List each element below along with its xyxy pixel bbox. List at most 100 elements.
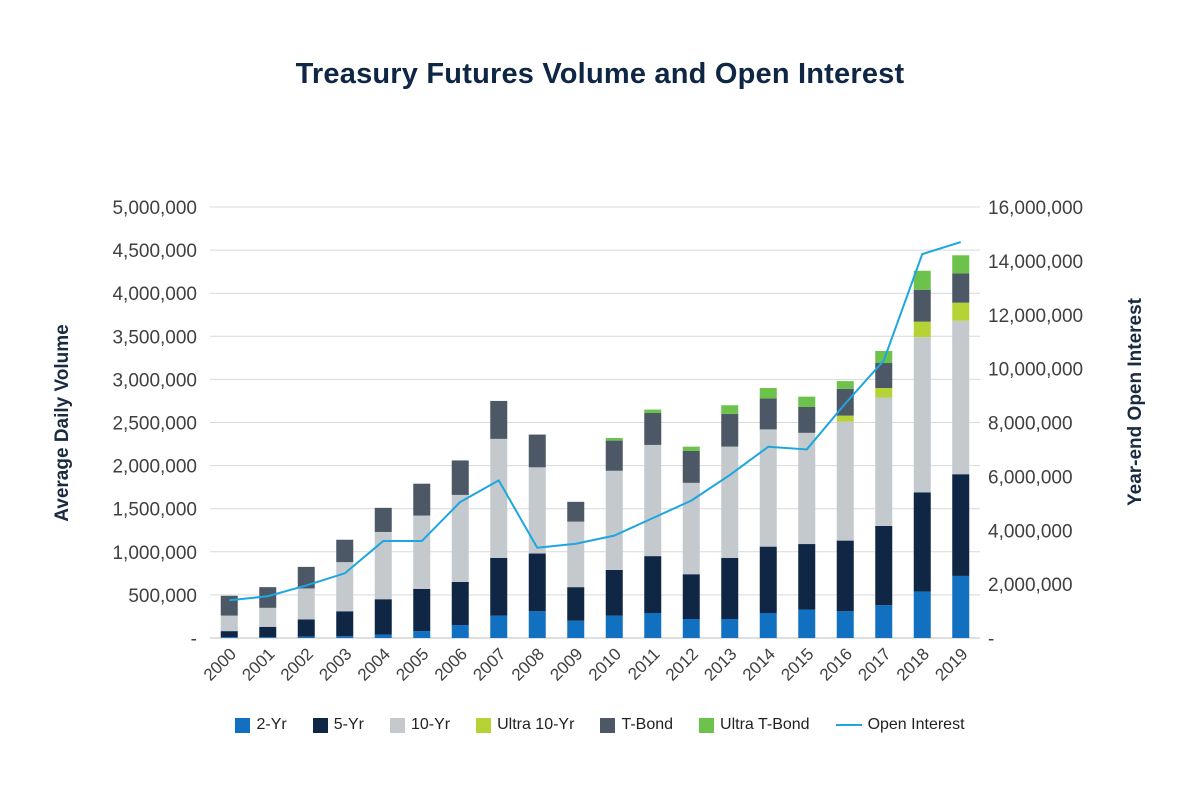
bar-segment-t-bond (567, 501, 585, 522)
bar-segment-2-yr (644, 613, 662, 638)
bar-segment-10-yr (528, 467, 546, 554)
bar-segment-10-yr (759, 429, 777, 547)
y-left-tick-label: 3,000,000 (112, 370, 197, 391)
x-tick-label: 2016 (816, 644, 856, 684)
legend-swatch (235, 717, 251, 733)
bar-segment-10-yr (297, 588, 315, 620)
x-tick-label: 2004 (354, 644, 394, 684)
bar-segment-5-yr (605, 569, 623, 616)
bar-segment-t-bond (336, 539, 354, 563)
bar-segment-ultra-10-yr (875, 388, 893, 398)
legend-label: 2-Yr (256, 716, 287, 733)
y-left-tick-label: 2,500,000 (112, 414, 197, 435)
bar-segment-2-yr (759, 613, 777, 638)
y-axis-right-title: Year-end Open Interest (1125, 297, 1146, 506)
legend-swatch (699, 717, 715, 733)
bar-segment-ultra-t-bond (913, 270, 931, 290)
bar-segment-ultra-t-bond (952, 255, 970, 274)
legend-item: Ultra T-Bond (699, 716, 810, 734)
x-tick-label: 2002 (277, 644, 317, 684)
bar-segment-5-yr (528, 553, 546, 612)
y-right-tick-label: - (988, 629, 994, 650)
bar-stacks (220, 255, 970, 638)
x-tick-label: 2005 (392, 644, 432, 684)
y-right-tick-label: 12,000,000 (988, 306, 1083, 327)
bar-segment-10-yr (913, 337, 931, 493)
bar-segment-5-yr (952, 474, 970, 576)
bar-segment-t-bond (413, 483, 431, 516)
bar-segment-2-yr (798, 609, 816, 638)
y-right-tick-label: 16,000,000 (988, 198, 1083, 219)
bar-segment-t-bond (952, 273, 970, 303)
bar-segment-5-yr (836, 540, 854, 612)
bar-segment-2-yr (875, 605, 893, 638)
bar-segment-10-yr (451, 494, 469, 582)
x-tick-label: 2010 (585, 644, 625, 684)
y-left-tick-label: 1,500,000 (112, 500, 197, 521)
bar-segment-ultra-t-bond (798, 396, 816, 407)
bar-segment-ultra-t-bond (644, 409, 662, 414)
x-tick-label: 2014 (739, 644, 779, 684)
bar-segment-t-bond (721, 413, 739, 447)
y-left-tick-label: 500,000 (128, 586, 197, 607)
bar-segment-ultra-t-bond (721, 405, 739, 414)
bar-segment-t-bond (875, 363, 893, 389)
y-right-tick-label: 10,000,000 (988, 360, 1083, 381)
y-left-tick-label: 5,000,000 (112, 198, 197, 219)
bar-segment-ultra-10-yr (913, 321, 931, 338)
bar-segment-10-yr (644, 444, 662, 557)
bar-segment-5-yr (721, 557, 739, 620)
bar-segment-t-bond (451, 460, 469, 495)
x-tick-label: 2009 (546, 644, 586, 684)
bar-segment-t-bond (374, 507, 392, 532)
legend-label: T-Bond (621, 716, 674, 733)
gridlines (210, 206, 980, 639)
x-tick-label: 2006 (431, 644, 471, 684)
legend-swatch (389, 717, 405, 733)
x-tick-label: 2008 (508, 644, 548, 684)
y-axis-left-title: Average Daily Volume (52, 324, 73, 521)
bar-segment-t-bond (682, 450, 700, 483)
legend-item: 2-Yr (235, 716, 287, 734)
bar-segment-5-yr (490, 557, 508, 616)
bar-segment-t-bond (297, 566, 315, 589)
legend-label: 5-Yr (333, 716, 364, 733)
legend-label: Ultra 10-Yr (497, 716, 575, 733)
bar-segment-10-yr (952, 320, 970, 475)
bar-segment-5-yr (875, 525, 893, 606)
bar-segment-5-yr (682, 574, 700, 620)
x-tick-label: 2011 (624, 644, 663, 683)
bar-segment-5-yr (451, 581, 469, 626)
bar-segment-2-yr (490, 615, 508, 638)
legend-label: Open Interest (867, 716, 965, 733)
bar-segment-10-yr (259, 607, 277, 627)
y-left-tick-label: 2,000,000 (112, 457, 197, 478)
bar-segment-5-yr (297, 619, 315, 637)
legend-item: 10-Yr (389, 716, 450, 734)
x-tick-label: 2017 (854, 644, 894, 684)
bar-segment-10-yr (220, 615, 238, 632)
legend-item: 5-Yr (312, 716, 364, 734)
legend-item: Open Interest (835, 716, 965, 734)
bar-segment-2-yr (451, 625, 469, 638)
bar-segment-5-yr (336, 611, 354, 637)
bar-segment-5-yr (413, 588, 431, 632)
bar-segment-t-bond (259, 587, 277, 608)
bar-segment-2-yr (682, 619, 700, 638)
bar-segment-2-yr (913, 591, 931, 638)
x-tick-label: 2007 (469, 644, 509, 684)
bar-segment-10-yr (721, 446, 739, 558)
open-interest-line-layer (229, 241, 962, 602)
x-tick-label: 2018 (893, 644, 933, 684)
bar-segment-5-yr (759, 546, 777, 614)
bar-segment-t-bond (644, 413, 662, 445)
bar-segment-t-bond (913, 289, 931, 322)
open-interest-line (229, 241, 962, 602)
bar-segment-5-yr (567, 587, 585, 621)
y-left-tick-label: 1,000,000 (112, 543, 197, 564)
bar-segment-10-yr (798, 432, 816, 545)
bar-segment-5-yr (644, 556, 662, 614)
bar-segment-ultra-t-bond (875, 350, 893, 364)
chart-title: Treasury Futures Volume and Open Interes… (295, 58, 905, 90)
